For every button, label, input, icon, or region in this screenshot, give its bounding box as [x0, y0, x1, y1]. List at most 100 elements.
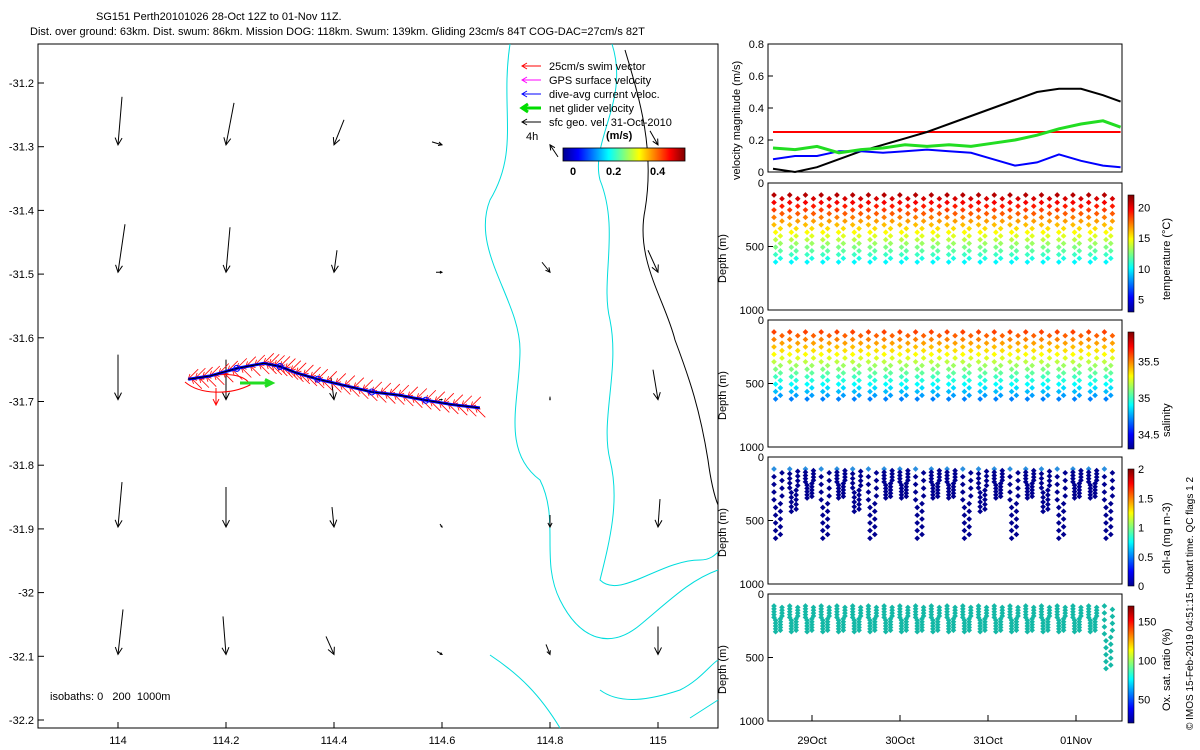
profile-sample	[851, 381, 858, 387]
profile-sample	[898, 259, 905, 265]
profile-sample	[1070, 475, 1076, 482]
map-colorbar	[562, 147, 686, 162]
profile-sample	[1076, 621, 1083, 628]
profile-sample	[977, 626, 983, 632]
profile-sample	[983, 332, 990, 339]
profile-sample	[1087, 485, 1094, 492]
profile-sample	[1054, 606, 1061, 612]
profile-sample	[897, 608, 903, 615]
profile-sample	[824, 624, 831, 631]
profile-sample	[772, 527, 779, 534]
profile-sample	[851, 396, 858, 402]
sfc-arrow	[436, 651, 443, 656]
profile-sample	[1078, 203, 1084, 210]
profile-sample	[1070, 611, 1076, 618]
profile-sample	[961, 244, 968, 250]
profile-sample	[977, 623, 983, 629]
profile-sample	[930, 381, 936, 387]
profile-sample	[898, 251, 905, 258]
profile-sample	[835, 620, 842, 626]
profile-sample	[794, 355, 801, 361]
profile-sample	[865, 603, 872, 609]
profile-sample	[914, 626, 921, 632]
profile-sample	[898, 373, 905, 380]
profile-sample	[851, 366, 858, 373]
profile-sample	[851, 508, 858, 515]
profile-sample	[794, 203, 801, 210]
profile-sample	[993, 626, 999, 632]
profile-sample	[945, 495, 952, 501]
profile-sample	[1062, 340, 1069, 347]
profile-sample	[975, 608, 982, 615]
profile-sample	[887, 616, 894, 622]
profile-sample	[881, 214, 887, 221]
profile-sample	[920, 604, 927, 611]
profile-sample	[1046, 604, 1053, 611]
profile-sample	[856, 496, 862, 503]
profile-sample	[930, 236, 936, 243]
profile-sample	[959, 489, 966, 495]
profile-sample	[802, 606, 809, 612]
profile-sample	[983, 607, 990, 614]
profile-sample	[1078, 604, 1084, 611]
profile-sample	[1103, 504, 1109, 511]
profile-sample	[912, 608, 919, 615]
track-marker	[368, 388, 376, 396]
profile-sample	[871, 392, 878, 399]
profile-sample	[1076, 490, 1083, 497]
profile-sample	[810, 355, 817, 361]
profile-sample	[1038, 207, 1045, 213]
profile-sample	[952, 604, 958, 611]
profile-sample	[999, 467, 1006, 474]
profile-sample	[1030, 340, 1037, 347]
profile-sample	[903, 370, 910, 376]
profile-sample	[897, 472, 903, 479]
profile-sample	[1040, 494, 1046, 501]
profile-sample	[857, 195, 864, 202]
profile-sample	[914, 251, 921, 258]
profile-sample	[1055, 251, 1062, 258]
profile-sample	[1029, 233, 1035, 239]
profile-sample	[966, 362, 973, 369]
profile-sample	[993, 623, 999, 629]
profile-sample	[1029, 248, 1035, 254]
profile-sample	[1093, 607, 1100, 614]
profile-sample	[873, 210, 880, 217]
profile-sample	[1070, 199, 1076, 206]
profile-sample	[952, 195, 958, 202]
profile-sample	[983, 610, 990, 616]
profile-sample	[1085, 207, 1092, 213]
profile-sample	[867, 244, 873, 250]
profile-sample	[945, 488, 952, 495]
profile-sample	[786, 192, 793, 198]
profile-sample	[1076, 624, 1083, 631]
profile-sample	[1103, 373, 1109, 380]
profile-sample	[1087, 482, 1094, 488]
profile-sample	[835, 626, 842, 632]
profile-sample	[788, 508, 795, 515]
profile-sample	[818, 606, 825, 612]
profile-sample	[857, 355, 864, 361]
profile-sample	[809, 493, 815, 500]
profile-sample	[997, 392, 1004, 399]
profile-sample	[1040, 626, 1046, 632]
profile-sample	[1038, 199, 1045, 206]
map-x-ticks: 114 114.2 114.4 114.6 114.8 115	[109, 722, 667, 747]
profile-sample	[779, 470, 785, 476]
profile-sample	[991, 475, 998, 482]
profile-sample	[1101, 221, 1108, 228]
profile-sample	[959, 329, 966, 335]
profile-sample	[857, 482, 864, 489]
profile-sample	[857, 604, 864, 611]
sfc-velocity-arrows	[114, 96, 663, 656]
profile-sample	[1007, 603, 1013, 609]
profile-sample	[809, 255, 815, 262]
profile-sample	[934, 385, 941, 391]
profile-colorbar	[1127, 331, 1135, 450]
profile-sample	[849, 485, 856, 491]
profile-sample	[905, 471, 911, 477]
profile-sample	[1007, 344, 1013, 350]
profile-sample	[873, 195, 880, 202]
profile-sample	[1040, 396, 1046, 402]
